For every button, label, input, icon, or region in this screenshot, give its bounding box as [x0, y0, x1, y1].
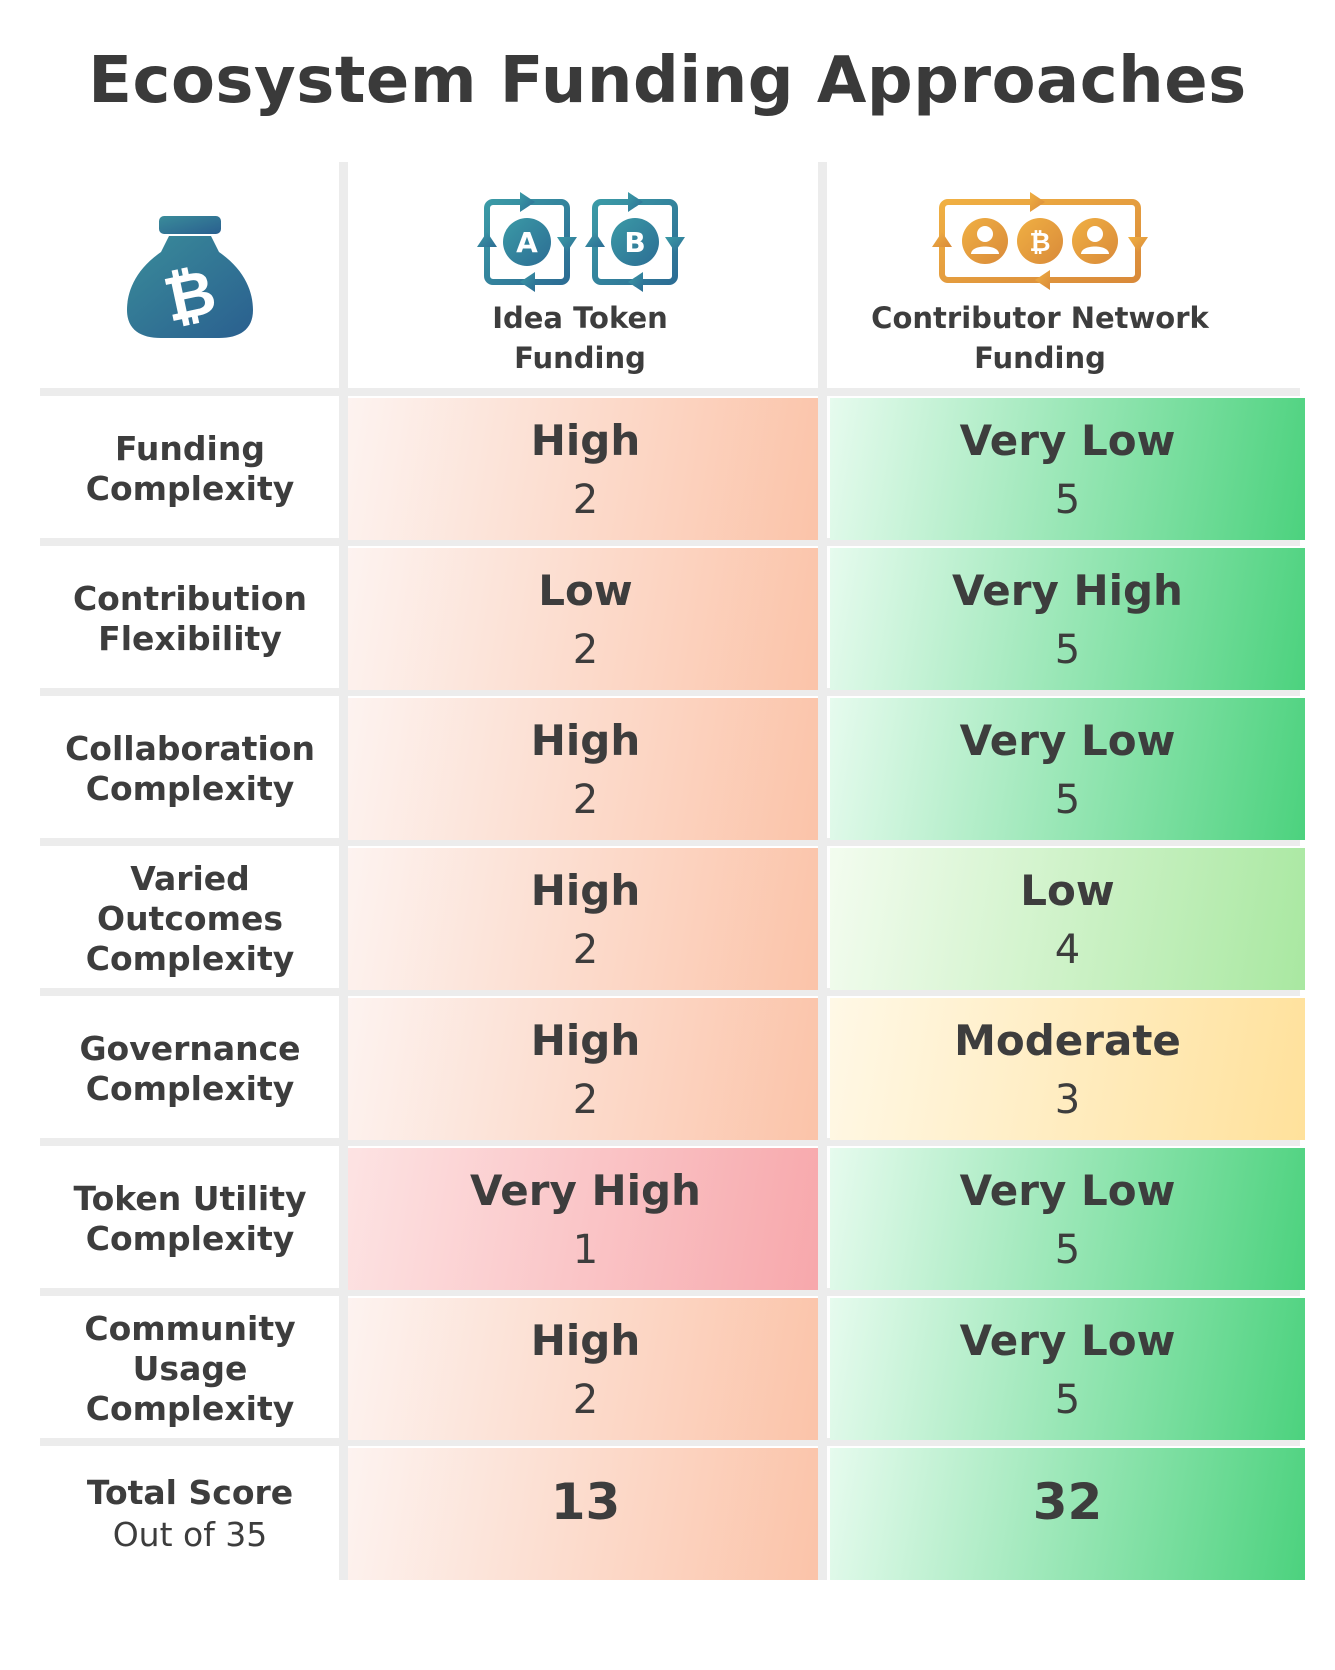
row-label-line: Complexity [85, 1389, 295, 1428]
contributor-network-cell: Moderate 3 [830, 998, 1305, 1140]
cell-score: 5 [1054, 777, 1081, 823]
cell-score: 2 [572, 1077, 599, 1123]
row-label-line: Flexibility [98, 619, 282, 658]
row-label: Community Usage Complexity [40, 1298, 340, 1440]
total-score-title: Total Score [86, 1473, 294, 1512]
idea-token-cell: High 2 [348, 398, 823, 540]
cell-level: Very Low [959, 1316, 1176, 1365]
row-divider [40, 838, 1300, 846]
cell-level: Low [1020, 866, 1115, 915]
row-label-line: Funding [115, 429, 265, 468]
cell-score: 2 [572, 477, 599, 523]
idea-token-cell: High 2 [348, 698, 823, 840]
cell-score: 2 [572, 927, 599, 973]
cell-level: High [530, 716, 641, 765]
cell-level: Very Low [959, 716, 1176, 765]
row-divider [40, 1138, 1300, 1146]
idea-token-total-cell: 13 [348, 1448, 823, 1580]
contributor-network-cell: Very Low 5 [830, 398, 1305, 540]
row-label-line: Varied [130, 859, 250, 898]
row-label: Token Utility Complexity [40, 1148, 340, 1290]
svg-text:B: B [624, 226, 645, 259]
cell-level: Very Low [959, 1166, 1176, 1215]
column-divider [339, 162, 348, 1580]
idea-token-cell: High 2 [348, 848, 823, 990]
column-header-label: Idea Token [492, 301, 668, 335]
row-label-line: Complexity [85, 1069, 295, 1108]
contributor-network-cell: Very High 5 [830, 548, 1305, 690]
cell-level: Very Low [959, 416, 1176, 465]
bitcoin-money-bag-icon: ₿ [127, 216, 253, 338]
cell-score: 1 [572, 1227, 599, 1273]
cell-score: 5 [1054, 1227, 1081, 1273]
row-label-line: Complexity [85, 469, 295, 508]
contributor-network-cell: Very Low 5 [830, 1148, 1305, 1290]
column-header-label: Funding [514, 341, 646, 375]
contributor-network-icon: ₿ [932, 192, 1148, 290]
row-label-line: Governance [79, 1029, 301, 1068]
svg-text:A: A [516, 226, 538, 259]
total-score-value: 32 [1032, 1473, 1103, 1531]
page-title: Ecosystem Funding Approaches [88, 44, 1247, 118]
row-label: Governance Complexity [40, 998, 340, 1140]
row-label-line: Collaboration [65, 729, 315, 768]
column-header-contributor-network: ₿ Contributor Network Funding [820, 192, 1260, 378]
cell-level: High [530, 1316, 641, 1365]
cell-level: High [530, 416, 641, 465]
cell-score: 2 [572, 777, 599, 823]
contributor-network-total-cell: 32 [830, 1448, 1305, 1580]
cell-score: 5 [1054, 627, 1081, 673]
idea-token-cell: High 2 [348, 998, 823, 1140]
contributor-network-cell: Very Low 5 [830, 698, 1305, 840]
column-header-label: Contributor Network [871, 301, 1209, 335]
row-label: Contribution Flexibility [40, 548, 340, 690]
cell-score: 4 [1054, 927, 1081, 973]
cell-score: 5 [1054, 477, 1081, 523]
cell-score: 2 [572, 627, 599, 673]
idea-token-exchange-icon: A B [477, 192, 685, 292]
row-label-line: Outcomes [97, 899, 283, 938]
idea-token-cell: Low 2 [348, 548, 823, 690]
row-label-line: Complexity [85, 1219, 295, 1258]
cell-level: Very High [470, 1166, 701, 1215]
row-label: Collaboration Complexity [40, 698, 340, 840]
total-score-subtitle: Out of 35 [112, 1515, 268, 1554]
row-divider [40, 388, 1300, 396]
column-header-label: Funding [974, 341, 1106, 375]
contributor-network-cell: Low 4 [830, 848, 1305, 990]
column-divider [818, 162, 827, 1580]
total-score-label: Total Score Out of 35 [40, 1448, 340, 1580]
row-divider [40, 538, 1300, 546]
row-label-line: Token Utility [73, 1179, 307, 1218]
row-label-line: Community [84, 1309, 296, 1348]
row-label-line: Complexity [85, 939, 295, 978]
row-divider [40, 988, 1300, 996]
svg-text:₿: ₿ [1029, 228, 1050, 258]
cell-level: Moderate [954, 1016, 1181, 1065]
row-label: Varied Outcomes Complexity [40, 848, 340, 990]
row-divider [40, 1438, 1300, 1446]
cell-score: 5 [1054, 1377, 1081, 1423]
row-divider [40, 1288, 1300, 1296]
cell-level: Low [538, 566, 633, 615]
idea-token-cell: Very High 1 [348, 1148, 823, 1290]
contributor-network-cell: Very Low 5 [830, 1298, 1305, 1440]
total-score-value: 13 [550, 1473, 621, 1531]
cell-level: Very High [952, 566, 1183, 615]
cell-score: 3 [1054, 1077, 1081, 1123]
row-divider [40, 688, 1300, 696]
cell-level: High [530, 866, 641, 915]
idea-token-cell: High 2 [348, 1298, 823, 1440]
cell-score: 2 [572, 1377, 599, 1423]
cell-level: High [530, 1016, 641, 1065]
row-label: Funding Complexity [40, 398, 340, 540]
row-label-line: Contribution [72, 579, 308, 618]
row-label-line: Usage [132, 1349, 248, 1388]
column-header-idea-token: A B Idea Token Funding [355, 192, 805, 378]
row-label-line: Complexity [85, 769, 295, 808]
